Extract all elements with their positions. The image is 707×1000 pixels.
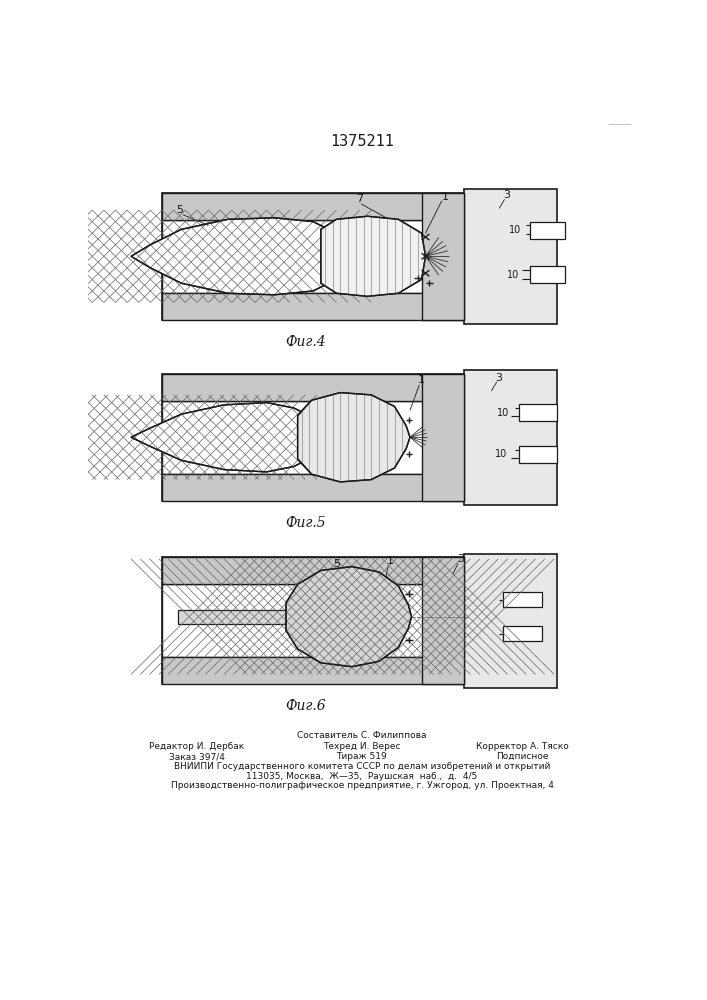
Text: 10: 10 bbox=[508, 225, 521, 235]
Bar bbox=[503, 626, 542, 641]
Bar bbox=[518, 404, 557, 421]
Bar bbox=[162, 220, 464, 293]
Text: Производственно-полиграфическое предприятие, г. Ужгород, ул. Проектная, 4: Производственно-полиграфическое предприя… bbox=[170, 781, 554, 790]
Text: ВНИИПИ Государственного комитета СССР по делам изобретений и открытий: ВНИИПИ Государственного комитета СССР по… bbox=[174, 762, 550, 771]
Text: 1: 1 bbox=[418, 375, 425, 385]
Bar bbox=[421, 374, 464, 501]
Bar bbox=[162, 293, 464, 320]
Text: Подписное: Подписное bbox=[496, 752, 549, 761]
Bar bbox=[464, 370, 557, 505]
Text: Редактор И. Дербак: Редактор И. Дербак bbox=[149, 742, 245, 751]
Text: 3: 3 bbox=[496, 373, 503, 383]
Bar bbox=[162, 657, 464, 684]
Bar bbox=[162, 374, 464, 501]
Bar bbox=[464, 189, 557, 324]
Polygon shape bbox=[321, 216, 426, 296]
Bar bbox=[421, 557, 464, 684]
Bar bbox=[162, 401, 464, 474]
Bar bbox=[162, 193, 464, 320]
Bar bbox=[503, 592, 542, 607]
Polygon shape bbox=[298, 393, 410, 482]
Bar bbox=[518, 446, 557, 463]
Bar bbox=[162, 474, 464, 501]
Bar bbox=[421, 193, 464, 320]
Text: Техред И. Верес: Техред И. Верес bbox=[323, 742, 401, 751]
Text: Фиг.4: Фиг.4 bbox=[285, 335, 326, 349]
Text: 3: 3 bbox=[457, 554, 464, 564]
Polygon shape bbox=[131, 218, 329, 295]
Text: Фиг.5: Фиг.5 bbox=[285, 516, 326, 530]
Bar bbox=[162, 557, 464, 684]
Text: 5: 5 bbox=[333, 559, 340, 569]
Text: 1: 1 bbox=[441, 192, 448, 202]
Text: Тираж 519: Тираж 519 bbox=[337, 752, 387, 761]
Bar bbox=[162, 374, 464, 401]
Bar bbox=[464, 554, 557, 688]
Text: 10: 10 bbox=[497, 408, 509, 418]
Text: 7: 7 bbox=[356, 194, 363, 204]
Text: 1: 1 bbox=[387, 556, 394, 566]
Text: Заказ 397/4: Заказ 397/4 bbox=[169, 752, 225, 761]
Bar bbox=[530, 266, 565, 283]
Text: 113035, Москва,  Ж—35,  Раушская  наб.,  д.  4/5: 113035, Москва, Ж—35, Раушская наб., д. … bbox=[246, 772, 477, 781]
Text: 5: 5 bbox=[176, 205, 183, 215]
Text: Корректор А. Тяско: Корректор А. Тяско bbox=[476, 742, 568, 751]
Text: 1375211: 1375211 bbox=[330, 134, 394, 149]
Text: 10: 10 bbox=[496, 449, 508, 459]
Text: 10: 10 bbox=[507, 270, 519, 280]
Text: Фиг.6: Фиг.6 bbox=[285, 699, 326, 713]
Bar bbox=[162, 584, 464, 657]
Bar bbox=[530, 222, 565, 239]
Text: 3: 3 bbox=[503, 190, 510, 200]
Bar bbox=[162, 193, 464, 220]
Polygon shape bbox=[286, 567, 411, 667]
Polygon shape bbox=[131, 403, 309, 472]
Bar bbox=[162, 557, 464, 584]
Bar bbox=[177, 610, 313, 624]
Text: Составитель С. Филиппова: Составитель С. Филиппова bbox=[297, 732, 427, 740]
